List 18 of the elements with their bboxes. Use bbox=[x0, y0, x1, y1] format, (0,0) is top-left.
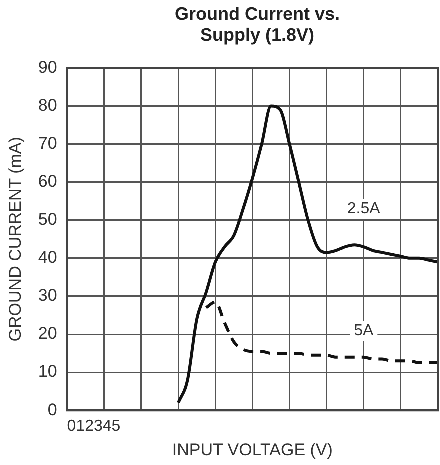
y-tick-label: 0 bbox=[48, 400, 58, 420]
y-tick-label: 30 bbox=[38, 286, 58, 306]
y-tick-label: 50 bbox=[38, 210, 58, 230]
y-tick-label: 60 bbox=[38, 172, 58, 192]
chart-title: Ground Current vs. Supply (1.8V) bbox=[174, 4, 341, 46]
series-label: 2.5A bbox=[347, 200, 381, 218]
text: 012345 bbox=[67, 418, 121, 436]
y-tick-label: 20 bbox=[38, 324, 58, 344]
line-series bbox=[204, 300, 440, 365]
x-axis-title: INPUT VOLTAGE (V) bbox=[172, 440, 333, 460]
line-series bbox=[177, 104, 440, 404]
y-tick-label: 80 bbox=[38, 96, 58, 115]
y-tick-label: 40 bbox=[38, 248, 58, 268]
y-tick-label: 10 bbox=[38, 362, 58, 382]
y-tick-label: 90 bbox=[38, 58, 58, 77]
y-axis-title: GROUND CURRENT (mA) bbox=[6, 137, 25, 342]
y-tick-label: 70 bbox=[38, 134, 58, 153]
series-label: 5A bbox=[354, 322, 374, 340]
